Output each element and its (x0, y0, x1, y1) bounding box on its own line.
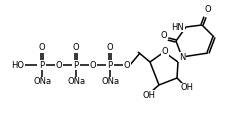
Text: O: O (39, 43, 45, 53)
Text: O: O (90, 61, 96, 70)
Text: N: N (179, 53, 185, 61)
Text: O: O (205, 5, 211, 14)
Text: ONa: ONa (102, 78, 120, 86)
Text: ONa: ONa (34, 78, 52, 86)
Text: O: O (107, 43, 113, 53)
Text: O: O (161, 30, 167, 40)
Text: O: O (162, 47, 168, 57)
Text: HO: HO (11, 61, 24, 70)
Text: O: O (124, 61, 130, 70)
Text: P: P (39, 61, 45, 70)
Text: OH: OH (143, 90, 155, 99)
Text: O: O (56, 61, 62, 70)
Text: ONa: ONa (68, 78, 86, 86)
Text: HN: HN (171, 22, 184, 32)
Text: P: P (73, 61, 79, 70)
Text: O: O (73, 43, 79, 53)
Text: P: P (107, 61, 113, 70)
Text: OH: OH (181, 84, 193, 92)
